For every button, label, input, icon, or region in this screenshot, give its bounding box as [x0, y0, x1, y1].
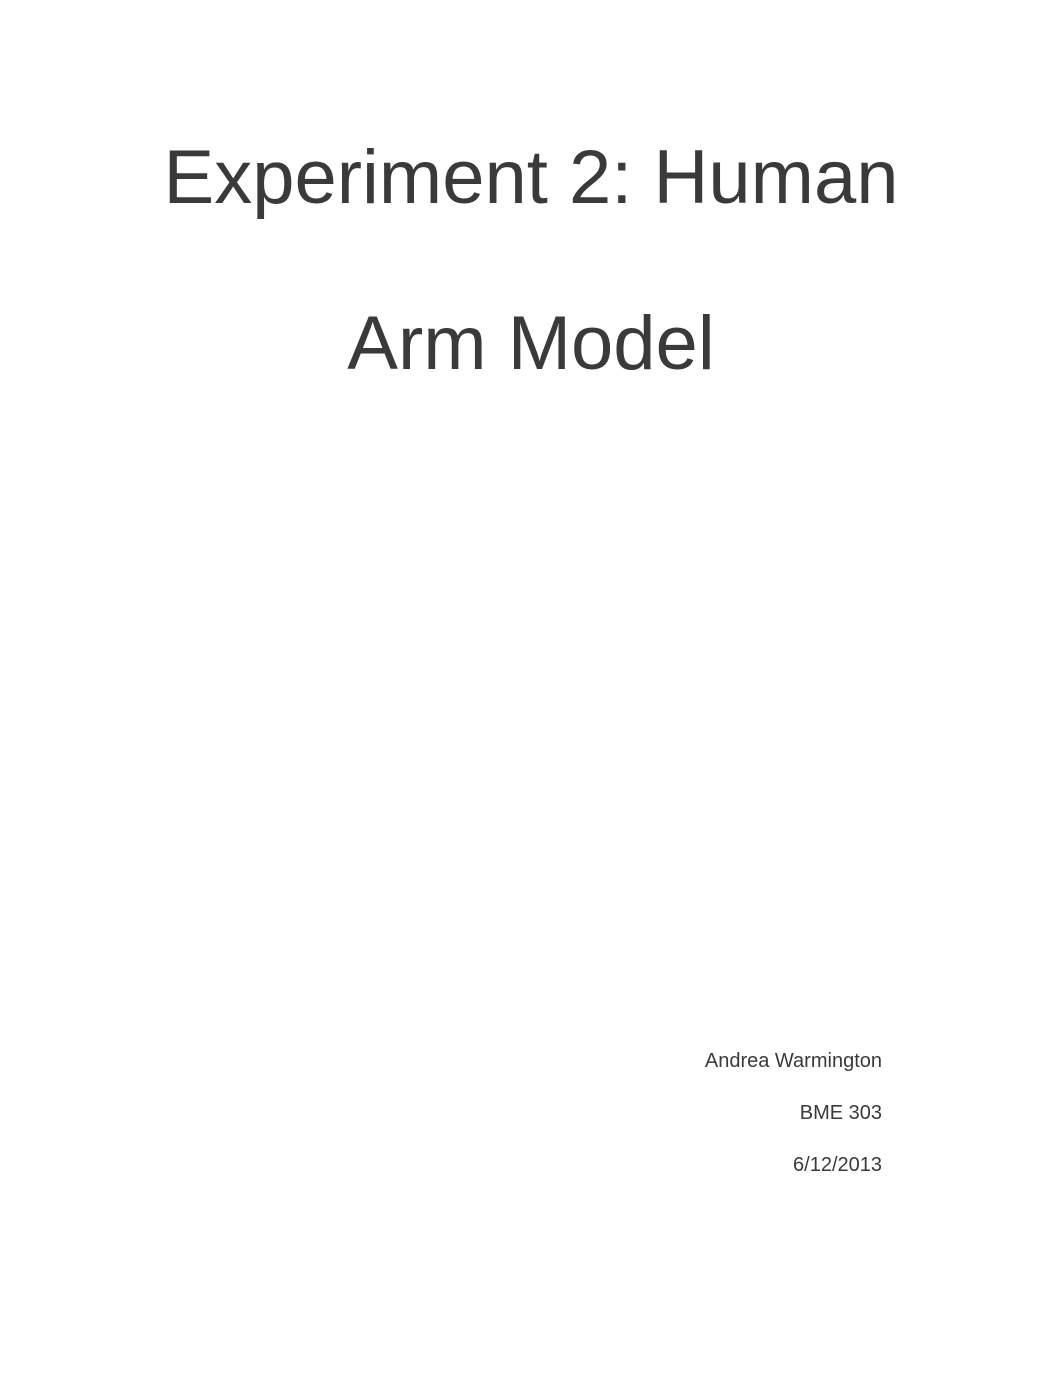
title-line-1: Experiment 2: Human — [90, 140, 972, 216]
course-line: BME 303 — [705, 1101, 882, 1125]
author-line: Andrea Warmington — [705, 1049, 882, 1073]
document-page: Experiment 2: Human Arm Model Andrea War… — [0, 0, 1062, 1377]
title-line-2: Arm Model — [90, 306, 972, 382]
meta-block: Andrea Warmington BME 303 6/12/2013 — [705, 1049, 882, 1177]
date-line: 6/12/2013 — [705, 1153, 882, 1177]
title-block: Experiment 2: Human Arm Model — [90, 140, 972, 382]
